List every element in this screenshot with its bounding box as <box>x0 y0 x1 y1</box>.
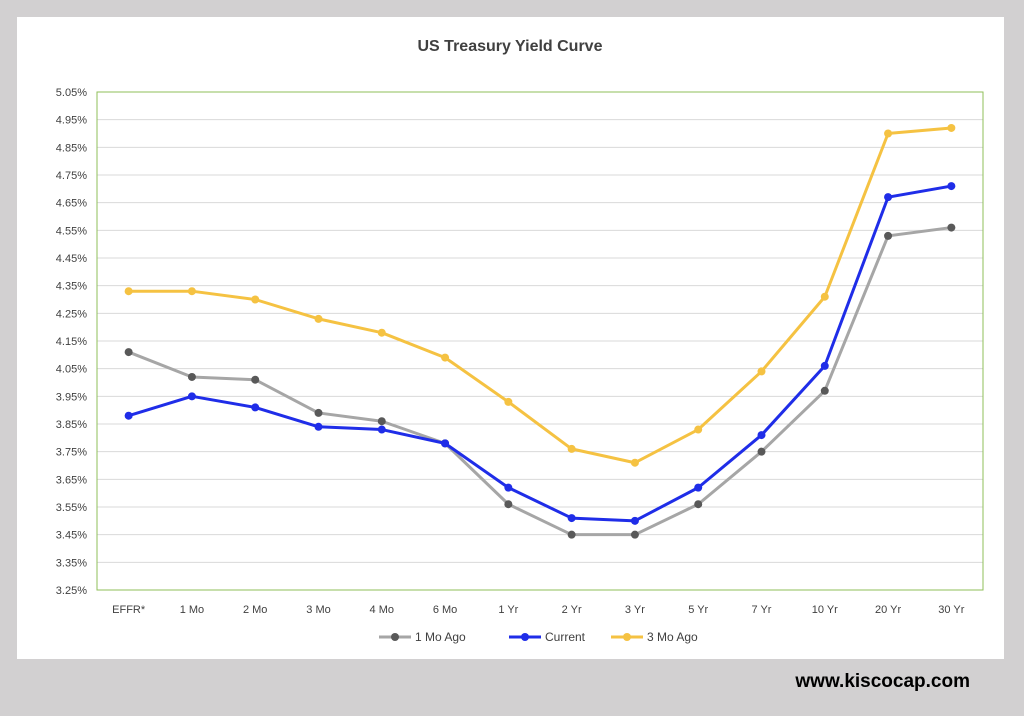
data-point <box>694 425 703 434</box>
series-3-mo-ago <box>124 123 956 467</box>
y-tick-label: 4.85% <box>56 142 87 154</box>
data-point <box>187 372 196 381</box>
data-point <box>820 386 829 395</box>
y-tick-label: 4.45% <box>56 253 87 265</box>
legend-swatch-marker <box>521 633 529 641</box>
gridlines <box>97 91 983 591</box>
y-tick-label: 4.95% <box>56 115 87 127</box>
data-point <box>947 123 956 132</box>
data-point <box>251 403 260 412</box>
legend-item: Current <box>509 630 586 644</box>
data-point <box>124 411 133 420</box>
y-tick-label: 4.25% <box>56 308 87 320</box>
legend-item: 1 Mo Ago <box>379 630 466 644</box>
chart-card: US Treasury Yield Curve 3.25% 3.35% 3.45% 3… <box>17 17 1004 659</box>
x-tick-label: 1 Mo <box>180 604 204 616</box>
legend-label: 3 Mo Ago <box>647 630 698 644</box>
data-point <box>884 231 893 240</box>
y-tick-label: 3.25% <box>56 585 87 597</box>
legend-label: 1 Mo Ago <box>415 630 466 644</box>
x-axis-ticks: EFFR* 1 Mo 2 Mo 3 Mo 4 Mo 6 Mo 1 Yr 2 Yr 3 Yr 5 Y… <box>112 604 965 616</box>
data-point <box>314 422 323 431</box>
data-point <box>630 516 639 525</box>
series-line <box>128 184 952 523</box>
x-tick-label: 3 Yr <box>625 604 645 616</box>
x-tick-label: 3 Mo <box>306 604 330 616</box>
data-point <box>757 431 766 440</box>
legend-label: Current <box>545 630 586 644</box>
data-point <box>630 530 639 539</box>
series-1-mo-ago <box>124 223 956 539</box>
data-point <box>441 353 450 362</box>
x-tick-label: 2 Mo <box>243 604 267 616</box>
series-lines <box>124 123 956 539</box>
y-tick-label: 3.85% <box>56 419 87 431</box>
x-tick-label: 10 Yr <box>812 604 838 616</box>
data-point <box>884 193 893 202</box>
x-tick-label: 1 Yr <box>498 604 518 616</box>
legend-swatch-marker <box>623 633 631 641</box>
y-tick-label: 3.35% <box>56 557 87 569</box>
y-tick-label: 4.15% <box>56 336 87 348</box>
x-tick-label: 5 Yr <box>688 604 708 616</box>
data-point <box>820 292 829 301</box>
data-point <box>377 417 386 426</box>
y-tick-label: 3.95% <box>56 391 87 403</box>
data-point <box>567 530 576 539</box>
x-tick-label: EFFR* <box>112 604 146 616</box>
x-tick-label: 20 Yr <box>875 604 901 616</box>
series-line <box>128 126 952 465</box>
data-point <box>251 295 260 304</box>
data-point <box>504 500 513 509</box>
data-point <box>630 458 639 467</box>
data-point <box>567 514 576 523</box>
data-point <box>124 287 133 296</box>
y-tick-label: 4.05% <box>56 364 87 376</box>
y-tick-label: 4.35% <box>56 281 87 293</box>
y-tick-label: 3.75% <box>56 447 87 459</box>
data-point <box>884 129 893 138</box>
data-point <box>377 425 386 434</box>
x-tick-label: 30 Yr <box>938 604 964 616</box>
legend: 1 Mo Ago Current 3 Mo Ago <box>379 630 698 644</box>
data-point <box>251 375 260 384</box>
data-point <box>314 314 323 323</box>
y-tick-label: 5.05% <box>56 87 87 99</box>
data-point <box>820 361 829 370</box>
x-tick-label: 6 Mo <box>433 604 457 616</box>
data-point <box>187 287 196 296</box>
data-point <box>441 439 450 448</box>
y-axis-ticks: 3.25% 3.35% 3.45% 3.55% 3.65% 3.75% 3.85% 3.95%… <box>56 87 87 597</box>
data-point <box>694 483 703 492</box>
x-tick-label: 2 Yr <box>562 604 582 616</box>
data-point <box>694 500 703 509</box>
data-point <box>124 348 133 357</box>
plot-border <box>96 91 984 591</box>
x-tick-label: 4 Mo <box>370 604 394 616</box>
series-line <box>128 226 952 537</box>
y-tick-label: 3.55% <box>56 502 87 514</box>
data-point <box>377 328 386 337</box>
y-tick-label: 3.45% <box>56 530 87 542</box>
y-tick-label: 4.75% <box>56 170 87 182</box>
legend-swatch-marker <box>391 633 399 641</box>
data-point <box>947 182 956 191</box>
y-tick-label: 4.65% <box>56 198 87 210</box>
website-footer: www.kiscocap.com <box>795 671 970 692</box>
chart-title: US Treasury Yield Curve <box>418 38 603 55</box>
data-point <box>757 447 766 456</box>
data-point <box>187 392 196 401</box>
y-tick-label: 4.55% <box>56 225 87 237</box>
series-current <box>124 182 956 525</box>
data-point <box>314 408 323 417</box>
yield-curve-chart: US Treasury Yield Curve 3.25%3.35%3.45%3… <box>56 38 984 644</box>
legend-item: 3 Mo Ago <box>611 630 698 644</box>
y-tick-label: 3.65% <box>56 474 87 486</box>
data-point <box>504 483 513 492</box>
data-point <box>757 367 766 376</box>
data-point <box>567 444 576 453</box>
x-tick-label: 7 Yr <box>752 604 772 616</box>
data-point <box>947 223 956 232</box>
data-point <box>504 397 513 406</box>
